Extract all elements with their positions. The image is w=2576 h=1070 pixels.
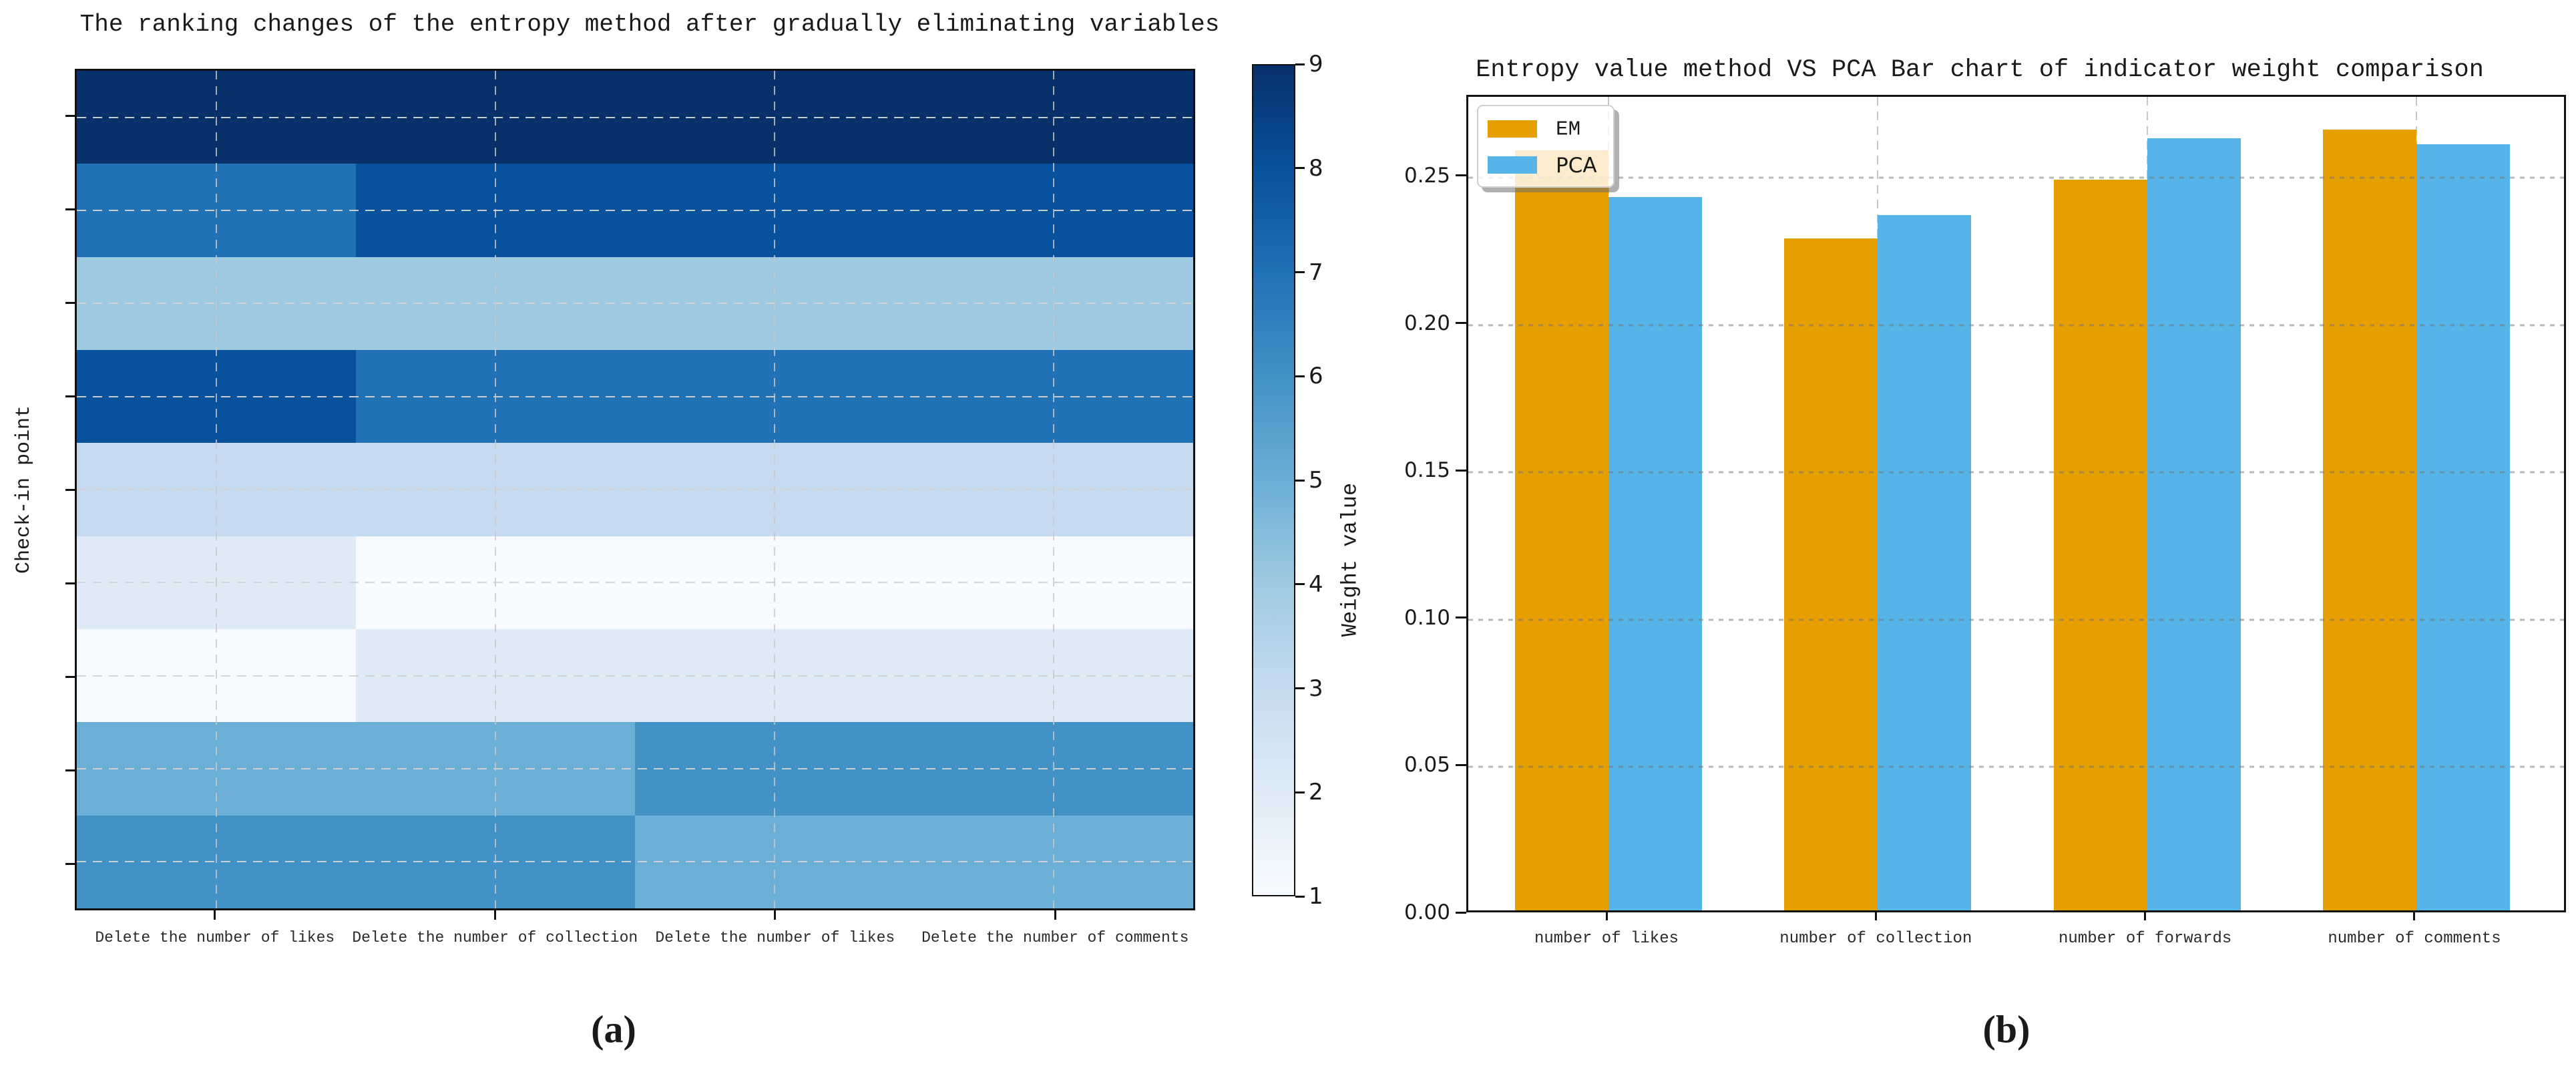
colorbar-tick-label: 5 [1309, 467, 1323, 494]
bar-xtick [2413, 912, 2416, 920]
heatmap-ytick [65, 769, 75, 771]
colorbar-tick [1295, 791, 1305, 793]
bar-hgridline [1468, 765, 2564, 768]
bar-ytick [1456, 616, 1466, 619]
bar-xtick [1874, 912, 1877, 920]
legend: EM PCA [1477, 105, 1615, 188]
colorbar-tick [1295, 895, 1305, 898]
heatmap-hgridline [77, 303, 1193, 305]
heatmap-xtick [774, 910, 777, 920]
bar-ytick-label: 0.15 [1404, 458, 1450, 483]
colorbar-tick [1295, 271, 1305, 273]
colorbar-tick-label: 4 [1309, 570, 1323, 598]
colorbar-tick-label: 6 [1309, 363, 1323, 390]
colorbar-tick-label: 2 [1309, 779, 1323, 806]
bar-em-0 [1515, 150, 1608, 910]
legend-swatch-pca [1488, 156, 1537, 174]
bar-xtick-label: number of collection [1779, 930, 1972, 948]
colorbar-tick-label: 9 [1309, 51, 1323, 77]
colorbar-tick [1295, 375, 1305, 377]
heatmap-hgridline [77, 768, 1193, 769]
heatmap-hgridline [77, 395, 1193, 397]
heatmap-ytick [65, 301, 75, 304]
bar-em-3 [2322, 130, 2416, 910]
colorbar-gradient [1253, 65, 1294, 895]
colorbar-tick [1295, 63, 1305, 65]
bar-em-1 [1784, 238, 1878, 910]
caption-a: (a) [591, 1007, 636, 1051]
heatmap-ytick [65, 582, 75, 584]
colorbar-tick-label: 8 [1309, 154, 1323, 182]
heatmap-xtick-label: Delete the number of likes [655, 929, 895, 946]
heatmap-ytick [65, 114, 75, 117]
heatmap-xtick [1054, 910, 1056, 920]
heatmap-ytick [65, 488, 75, 491]
bar-xtick [1605, 912, 1608, 920]
heatmap-ytick [65, 208, 75, 210]
bar-xtick [2144, 912, 2147, 920]
bar-xtick-label: number of forwards [2059, 930, 2232, 948]
bar-em-2 [2053, 180, 2147, 910]
bar-chart-title: Entropy value method VS PCA Bar chart of… [1476, 56, 2484, 84]
bar-pca-2 [2147, 138, 2241, 910]
legend-swatch-em [1488, 120, 1537, 138]
bar-ytick [1456, 174, 1466, 177]
bar-pca-3 [2416, 144, 2510, 910]
bar-hgridline [1468, 324, 2564, 327]
bar-pca-1 [1878, 215, 1972, 910]
bar-ytick-label: 0.00 [1404, 900, 1450, 924]
colorbar-tick [1295, 583, 1305, 586]
bar-ytick [1456, 911, 1466, 914]
heatmap-hgridline [77, 210, 1193, 211]
bar-ytick-label: 0.25 [1404, 163, 1450, 188]
bar-hgridline [1468, 471, 2564, 474]
colorbar-tick [1295, 687, 1305, 689]
heatmap-gridlines [77, 71, 1193, 908]
heatmap-hgridline [77, 861, 1193, 863]
heatmap-title: The ranking changes of the entropy metho… [79, 11, 1220, 38]
heatmap-vgridline [216, 71, 217, 908]
bar-hgridline [1468, 176, 2564, 179]
heatmap-xtick [214, 910, 216, 920]
heatmap-plot [75, 69, 1195, 910]
heatmap-xtick-label: Delete the number of comments [921, 929, 1189, 946]
legend-label-pca: PCA [1556, 154, 1597, 178]
bar-ytick [1456, 322, 1466, 325]
heatmap-hgridline [77, 582, 1193, 584]
bar-chart-plot [1466, 95, 2566, 912]
heatmap-hgridline [77, 489, 1193, 490]
colorbar-tick [1295, 167, 1305, 170]
bar-hgridline [1468, 618, 2564, 621]
heatmap-xtick-label: Delete the number of collection [352, 929, 638, 946]
heatmap-ytick [65, 675, 75, 678]
heatmap-vgridline [495, 71, 496, 908]
heatmap-vgridline [1053, 71, 1054, 908]
heatmap-hgridline [77, 675, 1193, 677]
bar-ytick [1456, 763, 1466, 766]
bar-ytick-label: 0.05 [1404, 753, 1450, 777]
heatmap-hgridline [77, 116, 1193, 118]
bar-pca-0 [1608, 197, 1702, 910]
legend-label-em: EM [1556, 118, 1581, 142]
colorbar [1252, 64, 1295, 896]
heatmap-ytick [65, 395, 75, 397]
bar-ytick-label: 0.10 [1404, 605, 1450, 630]
heatmap-vgridline [774, 71, 775, 908]
heatmap-xtick-label: Delete the number of likes [95, 929, 335, 946]
colorbar-tick-label: 3 [1309, 675, 1323, 702]
colorbar-tick-label: 1 [1309, 883, 1323, 910]
heatmap-ytick [65, 862, 75, 865]
colorbar-tick-label: 7 [1309, 258, 1323, 286]
bar-ytick-label: 0.20 [1404, 311, 1450, 335]
bar-xtick-label: number of likes [1534, 930, 1679, 948]
caption-b: (b) [1982, 1007, 2030, 1051]
heatmap-xtick [493, 910, 496, 920]
heatmap-ylabel: Check-in point [13, 405, 35, 574]
bar-xtick-label: number of comments [2328, 930, 2501, 948]
bar-ytick [1456, 469, 1466, 472]
colorbar-tick [1295, 479, 1305, 482]
